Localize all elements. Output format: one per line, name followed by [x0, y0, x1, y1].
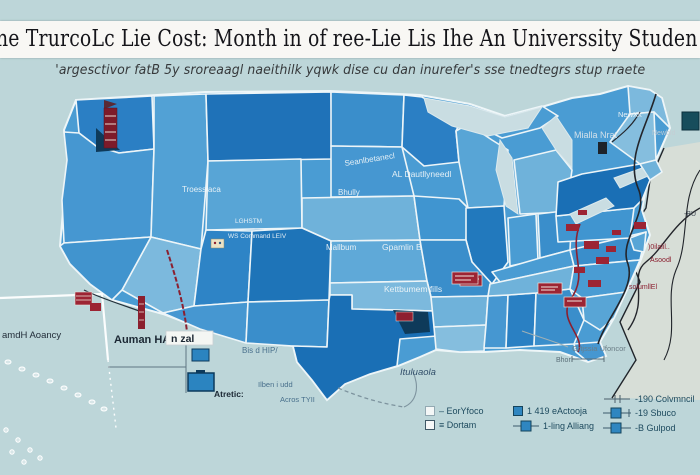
page-title: he TrurcoLc Lie Cost: Month in of ree-Li…: [0, 26, 698, 52]
label-bu: -BU: [684, 211, 696, 218]
legend-item: -19 Sbuco: [603, 407, 695, 419]
subtitle-banner: 'argesctivor fatB 5y sroreaagl naeithilk…: [0, 60, 700, 82]
maritime-boundaries: [0, 292, 605, 429]
auman-label-box: [165, 330, 214, 346]
legend-item: -B Gulpod: [603, 422, 695, 434]
legend-column-2: 1 419 eActooja 1-ling Alliang: [513, 406, 594, 432]
label-redcoast1: )0ilalil..: [648, 244, 670, 251]
map-labels-dark: amdH Aoancy Auman HA n zal Atretic: Bis …: [2, 211, 696, 404]
legend-label: 1 419 eActooja: [527, 406, 588, 416]
line-box-tick-swatch-icon: [603, 407, 631, 419]
label-atretic: Atretic:: [214, 389, 244, 399]
label-ilben: Ilben i udd: [258, 380, 293, 389]
label-ws-command: WS Command LEIV: [228, 233, 287, 240]
legend-label: -19 Sbuco: [635, 408, 677, 418]
legend-label: 1-ling Alliang: [543, 421, 595, 431]
legend-label: – EorYfoco: [439, 406, 484, 416]
legend-label: ≡ Dortam: [439, 420, 477, 430]
white-swatch-icon: [425, 420, 435, 430]
legend-item: ≡ Dortam: [425, 420, 484, 430]
label-auman: Auman HA: [114, 334, 170, 346]
legend-item: 1-ling Alliang: [513, 420, 594, 432]
legend-item: -190 Colvmncil: [603, 394, 695, 404]
label-troessiaca: Troessiaca: [182, 185, 221, 194]
label-mallbum: Mallbum: [326, 243, 357, 252]
label-bhor: Bhor: [556, 357, 571, 364]
line-box-swatch-icon: [603, 422, 631, 434]
red-markers: [74, 100, 700, 334]
errorbar-swatch-icon: [604, 395, 630, 403]
legend-label: -B Gulpod: [635, 423, 676, 433]
label-bisd: Bis d HIP/: [242, 346, 278, 355]
label-amdh: amdH Aoancy: [2, 330, 61, 341]
blue-swatch-icon: [513, 406, 523, 416]
island-chain: [3, 359, 108, 465]
blue-legend-boxes: [187, 348, 215, 392]
page-subtitle: 'argesctivor fatB 5y sroreaagl naeithilk…: [55, 63, 645, 78]
label-gpamlin: Gpamlin B: [382, 242, 422, 252]
title-banner: he TrurcoLc Lie Cost: Month in of ree-Li…: [0, 21, 700, 58]
label-lghstm: LGHSTM: [235, 218, 262, 225]
label-newxk: NewXk: [618, 110, 642, 119]
label-redcoast3: solumllEl: [629, 284, 657, 291]
label-newbld: Newbld: [652, 130, 675, 137]
white-swatch-icon: [425, 406, 435, 416]
label-mialla: Mialla Nrat: [574, 130, 618, 140]
legend-column-1: – EorYfoco ≡ Dortam: [425, 406, 484, 430]
label-ituluaola: Ituluaola: [400, 367, 436, 378]
label-redcoast2: Asoodl: [650, 257, 672, 264]
line-box-swatch-icon: [513, 420, 539, 432]
legend-column-3: -190 Colvmncil -19 Sbuco -B Gulpod: [603, 394, 695, 434]
label-auman-box: n zal: [171, 333, 194, 345]
map-legend: – EorYfoco ≡ Dortam 1 419 eActooja 1-lin…: [420, 392, 698, 444]
legend-label: -190 Colvmncil: [635, 394, 695, 404]
legend-item: 1 419 eActooja: [513, 406, 594, 416]
label-bhully: Bhully: [338, 188, 360, 197]
legend-item: – EorYfoco: [425, 406, 484, 416]
label-acros: Acros TYII: [280, 395, 315, 404]
label-grtjssia: Grtjssia Ufoncor: [572, 344, 626, 353]
label-kettbumem: Kettbumem fills: [384, 284, 442, 294]
label-dautl: AL Dautllyneedl: [392, 169, 451, 179]
great-lakes: [423, 97, 649, 225]
